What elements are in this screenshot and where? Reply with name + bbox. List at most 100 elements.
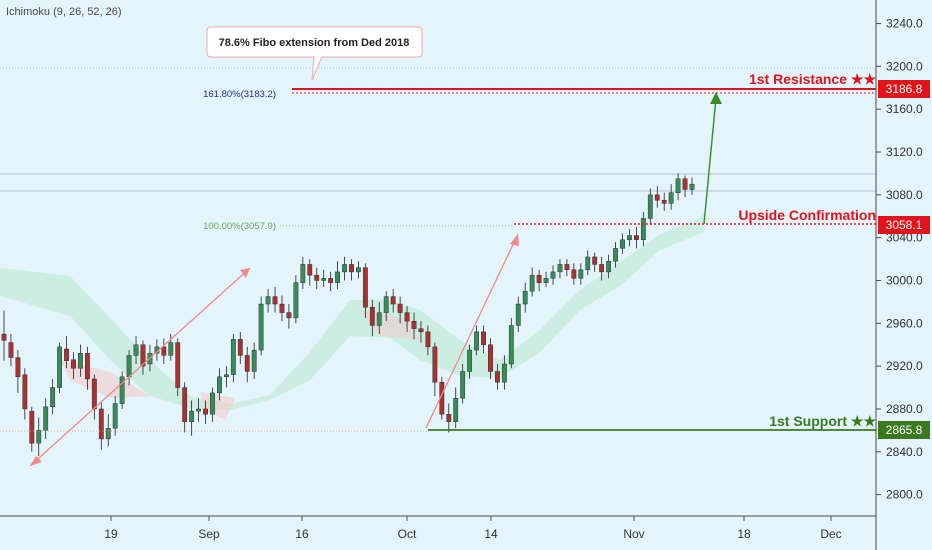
candle-down <box>71 359 76 369</box>
candle-up <box>383 296 389 313</box>
candle-down <box>397 303 403 313</box>
candle-down <box>446 414 452 422</box>
support-price-tag <box>878 421 930 439</box>
candle-up <box>196 408 201 412</box>
candle-up <box>293 282 299 319</box>
y-tick-label: 3040.0 <box>886 231 923 245</box>
candle-up <box>43 406 49 431</box>
candle-down <box>432 346 438 383</box>
wave-arrows <box>29 233 519 467</box>
candle-down <box>390 296 396 305</box>
callout-text: 78.6% Fibo extension from Ded 2018 <box>219 37 410 49</box>
x-tick-label: 16 <box>295 527 309 541</box>
y-tick-label: 2920.0 <box>886 359 923 373</box>
candle-down <box>161 346 167 356</box>
candle-up <box>50 387 56 408</box>
candle-up <box>550 271 556 279</box>
candle-down <box>29 410 35 444</box>
candle-up <box>508 325 514 365</box>
candle-down <box>661 199 667 204</box>
candle-down <box>362 267 368 308</box>
wave-line-1 <box>29 267 251 467</box>
candle-down <box>22 374 28 410</box>
candle-down <box>495 371 500 383</box>
candle-up <box>515 303 521 326</box>
candle-up <box>210 392 215 415</box>
candle-down <box>91 378 97 410</box>
candle-up <box>460 371 466 399</box>
y-tick-label: 3200.0 <box>886 59 923 73</box>
candle-down <box>349 264 354 273</box>
candle-down <box>1 333 7 341</box>
candle-down <box>307 264 313 276</box>
candlestick-series <box>1 173 695 457</box>
candle-down <box>98 408 104 440</box>
x-tick-label: Dec <box>820 527 841 541</box>
candle-down <box>182 387 188 422</box>
candle-up <box>217 376 222 394</box>
candle-up <box>258 303 264 351</box>
candle-up <box>356 267 361 273</box>
candle-up <box>606 261 612 273</box>
candle-down <box>536 274 542 283</box>
candle-down <box>682 178 688 190</box>
candle-up <box>474 331 479 351</box>
candle-down <box>418 328 424 333</box>
wave-arrowhead-2 <box>510 234 519 246</box>
candle-up <box>501 363 507 383</box>
candle-up <box>119 376 125 404</box>
support-label: 1st Support ★★ <box>769 413 876 429</box>
y-tick-label: 2840.0 <box>886 445 923 459</box>
candle-down <box>203 408 208 415</box>
ichimoku-cloud <box>0 214 704 420</box>
candle-down <box>272 296 278 305</box>
candle-down <box>571 269 577 279</box>
candle-down <box>244 355 250 372</box>
candle-up <box>376 312 382 326</box>
candle-up <box>189 410 195 422</box>
y-tick-label: 2880.0 <box>886 402 923 416</box>
x-tick-label: 18 <box>737 527 751 541</box>
y-tick-label: 2960.0 <box>886 316 923 330</box>
candle-up <box>640 218 646 241</box>
y-tick-label: 2800.0 <box>886 488 923 502</box>
candle-up <box>300 264 306 283</box>
candle-down <box>481 331 486 345</box>
candle-up <box>321 278 327 281</box>
candle-down <box>369 307 375 326</box>
candle-up <box>453 398 459 422</box>
candle-up <box>613 248 618 262</box>
candle-up <box>112 403 118 429</box>
candle-up <box>168 342 174 356</box>
y-tick-label: 3240.0 <box>886 17 923 31</box>
candle-up <box>230 339 236 375</box>
wave-arrowhead-1b <box>240 268 250 278</box>
candle-down <box>425 331 431 348</box>
candle-down <box>599 264 605 273</box>
y-tick-label: 3160.0 <box>886 102 923 116</box>
x-tick-label: Oct <box>398 527 417 541</box>
x-tick-label: 19 <box>104 527 118 541</box>
candle-up <box>647 194 653 219</box>
candle-up <box>342 264 347 273</box>
candle-up <box>467 349 473 372</box>
candle-down <box>84 353 90 380</box>
candle-down <box>286 312 292 319</box>
candle-down <box>175 342 181 388</box>
candle-up <box>251 349 257 372</box>
wave-arrowhead-1a <box>30 456 42 466</box>
confirmation-price-tag <box>878 216 930 234</box>
confirmation-label: Upside Confirmation <box>738 207 876 223</box>
candle-up <box>36 430 42 444</box>
candle-up <box>578 269 584 279</box>
candle-up <box>543 278 549 283</box>
time-axis: 19 Sep 16 Oct 14 Nov 18 Dec <box>0 515 876 541</box>
candle-up <box>668 192 674 204</box>
candle-up <box>557 264 563 273</box>
candle-up <box>675 178 681 193</box>
resistance-price: 3186.8 <box>886 82 923 96</box>
projection-arrow <box>703 92 722 225</box>
candle-down <box>328 278 334 283</box>
candle-up <box>522 290 528 305</box>
